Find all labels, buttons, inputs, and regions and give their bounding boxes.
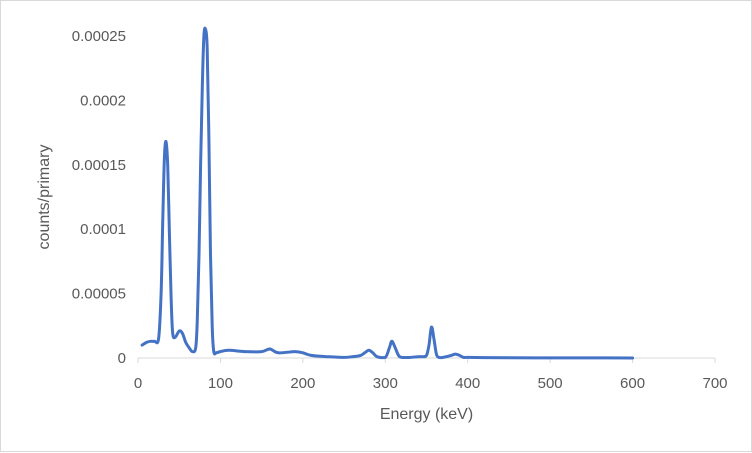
x-tick-label: 0 xyxy=(134,375,142,392)
x-tick-label: 100 xyxy=(208,375,233,392)
y-tick-label: 0.00015 xyxy=(72,157,126,174)
y-tick-label: 0.00005 xyxy=(72,286,126,303)
y-tick-label: 0 xyxy=(118,350,126,367)
y-tick-label: 0.00025 xyxy=(72,28,126,45)
x-tick-label: 500 xyxy=(538,375,563,392)
series-line xyxy=(140,26,635,360)
x-tick-label: 600 xyxy=(620,375,645,392)
y-tick-label: 0.0002 xyxy=(80,92,126,109)
y-tick-label: 0.0001 xyxy=(80,221,126,238)
x-axis-title: Energy (keV) xyxy=(380,406,473,423)
x-tick-label: 300 xyxy=(373,375,398,392)
x-axis-ticks: 0 100 200 300 400 500 600 700 xyxy=(134,375,728,392)
x-tick-label: 200 xyxy=(290,375,315,392)
x-tick-label: 400 xyxy=(455,375,480,392)
y-axis-title: counts/primary xyxy=(36,145,53,250)
x-tick-label: 700 xyxy=(702,375,727,392)
y-axis-ticks: 0 0.00005 0.0001 0.00015 0.0002 0.00025 xyxy=(72,28,126,367)
